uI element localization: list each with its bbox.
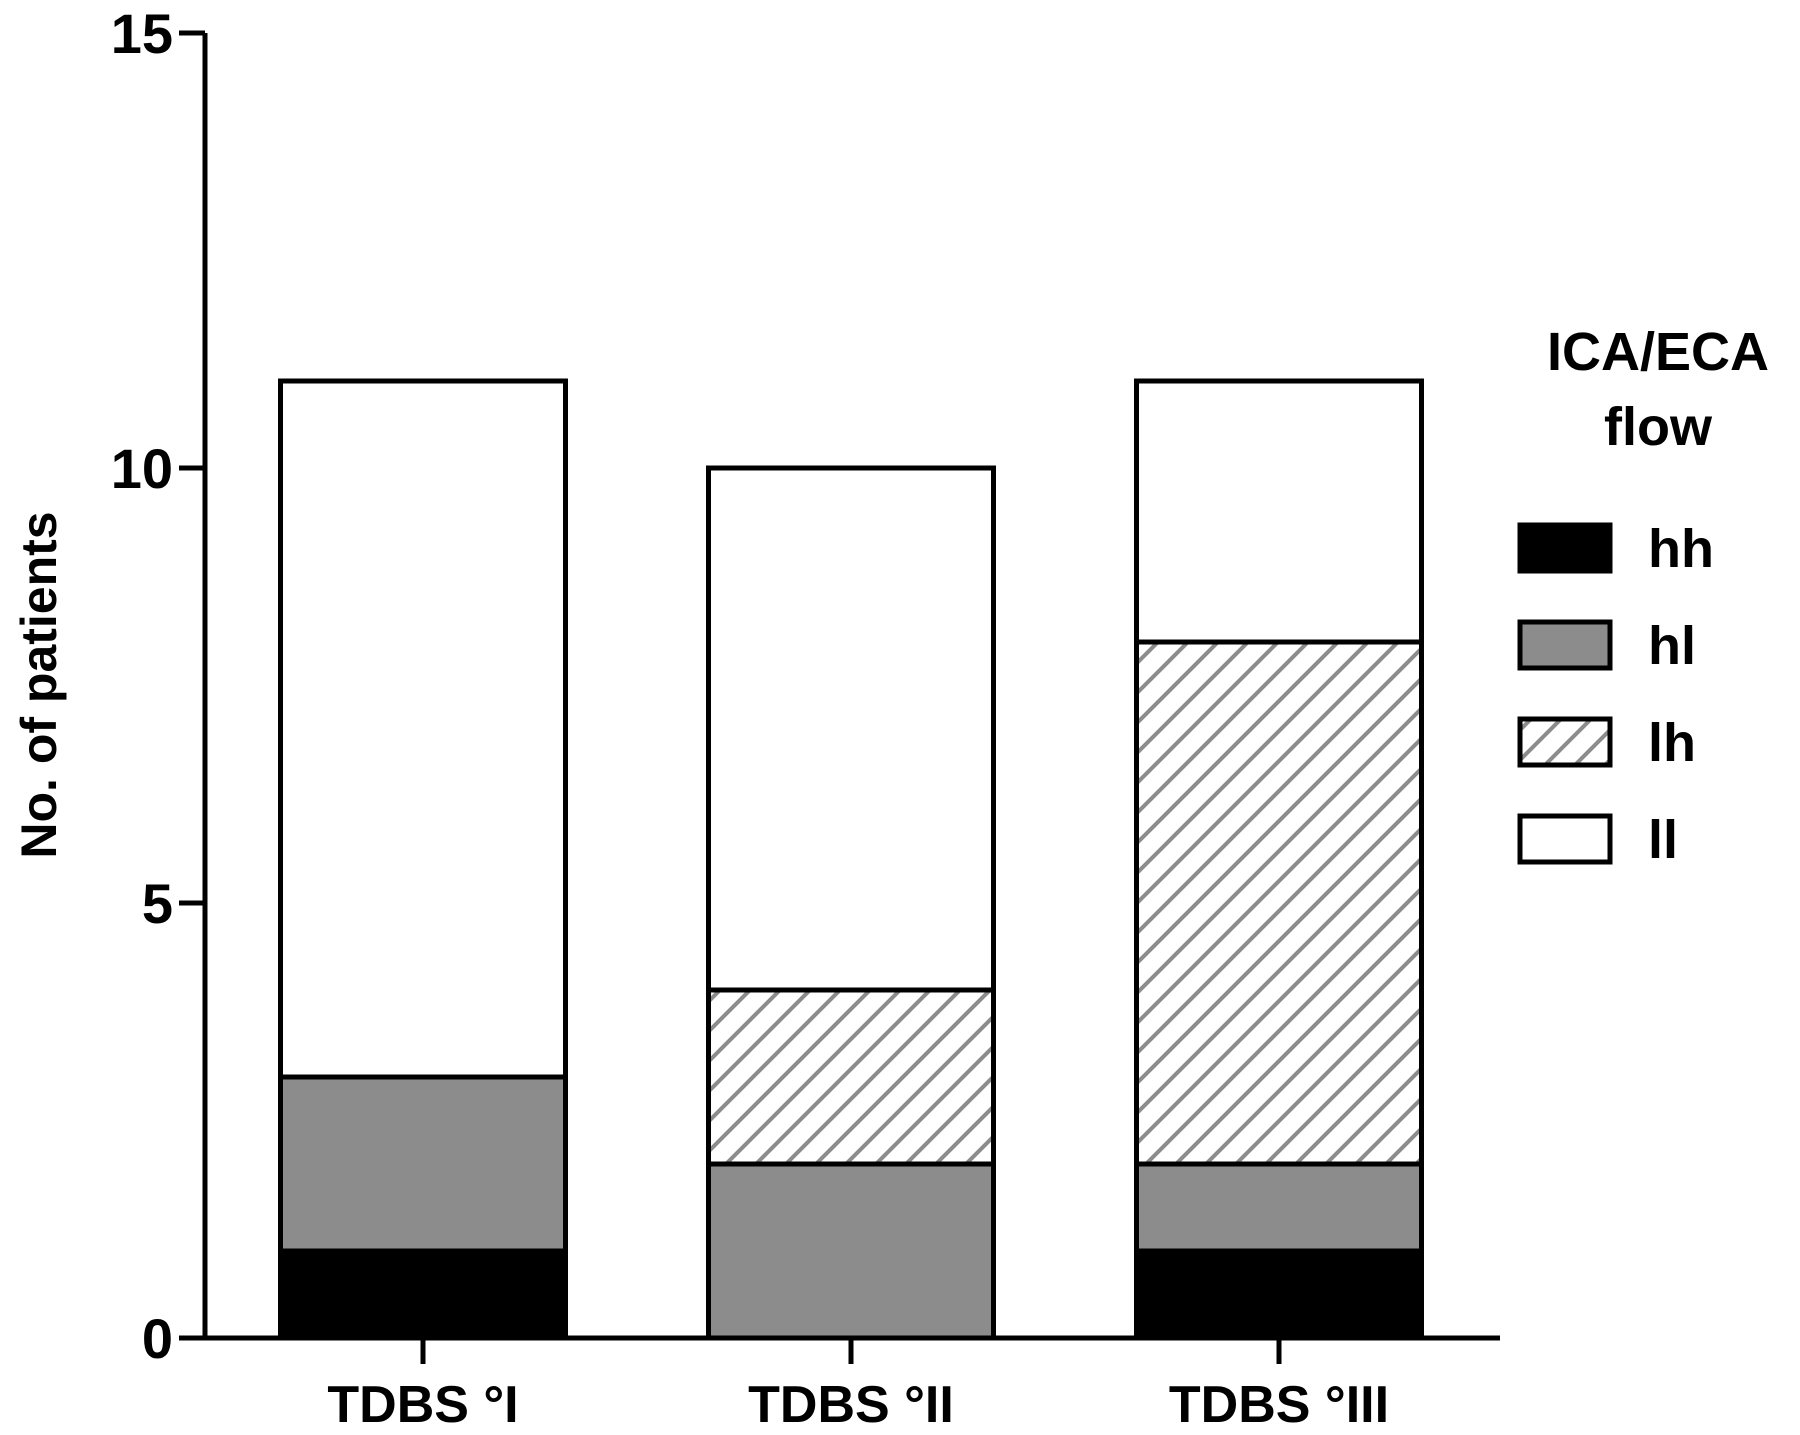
y-tick-label-5: 5 — [142, 872, 173, 935]
legend-title-line-1: ICA/ECA — [1547, 322, 1769, 382]
legend-label-hl: hl — [1648, 616, 1696, 676]
bar-segment-hl-3 — [1134, 1161, 1424, 1254]
bar-segment-hl-2 — [706, 1161, 996, 1341]
y-tick-label-10: 10 — [111, 437, 173, 500]
legend: ICA/ECA flow hh hl lh ll — [1517, 322, 1769, 870]
legend-swatch-lh — [1517, 716, 1613, 768]
bar-segment-hh-3 — [1134, 1248, 1424, 1341]
legend-swatch-hh — [1517, 522, 1613, 574]
legend-swatch-ll — [1517, 813, 1613, 865]
y-tick-label-15: 15 — [111, 2, 173, 65]
bar-segment-ll-3 — [1134, 378, 1424, 645]
bar-segment-lh-3 — [1134, 639, 1424, 1167]
x-tick-label-3: TDBS °III — [1169, 1376, 1389, 1434]
bar-segment-lh-2 — [706, 987, 996, 1167]
x-tick-label-2: TDBS °II — [748, 1376, 954, 1434]
legend-title-line-2: flow — [1604, 397, 1713, 457]
bars-layer — [278, 378, 1424, 1341]
bar-segment-hh-1 — [278, 1248, 568, 1341]
legend-label-lh: lh — [1648, 713, 1696, 773]
legend-label-hh: hh — [1648, 519, 1714, 579]
bar-segment-ll-2 — [706, 465, 996, 993]
legend-label-ll: ll — [1648, 810, 1678, 870]
bar-segment-hl-1 — [278, 1074, 568, 1254]
axes-layer: 0 5 10 15 TDBS °I TDBS °II TDBS °III No. of pat… — [11, 2, 1500, 1434]
y-tick-label-0: 0 — [142, 1307, 173, 1370]
y-axis-title: No. of patients — [11, 511, 67, 858]
legend-swatch-hl — [1517, 619, 1613, 671]
x-tick-label-1: TDBS °I — [327, 1376, 518, 1434]
bar-segment-ll-1 — [278, 378, 568, 1080]
